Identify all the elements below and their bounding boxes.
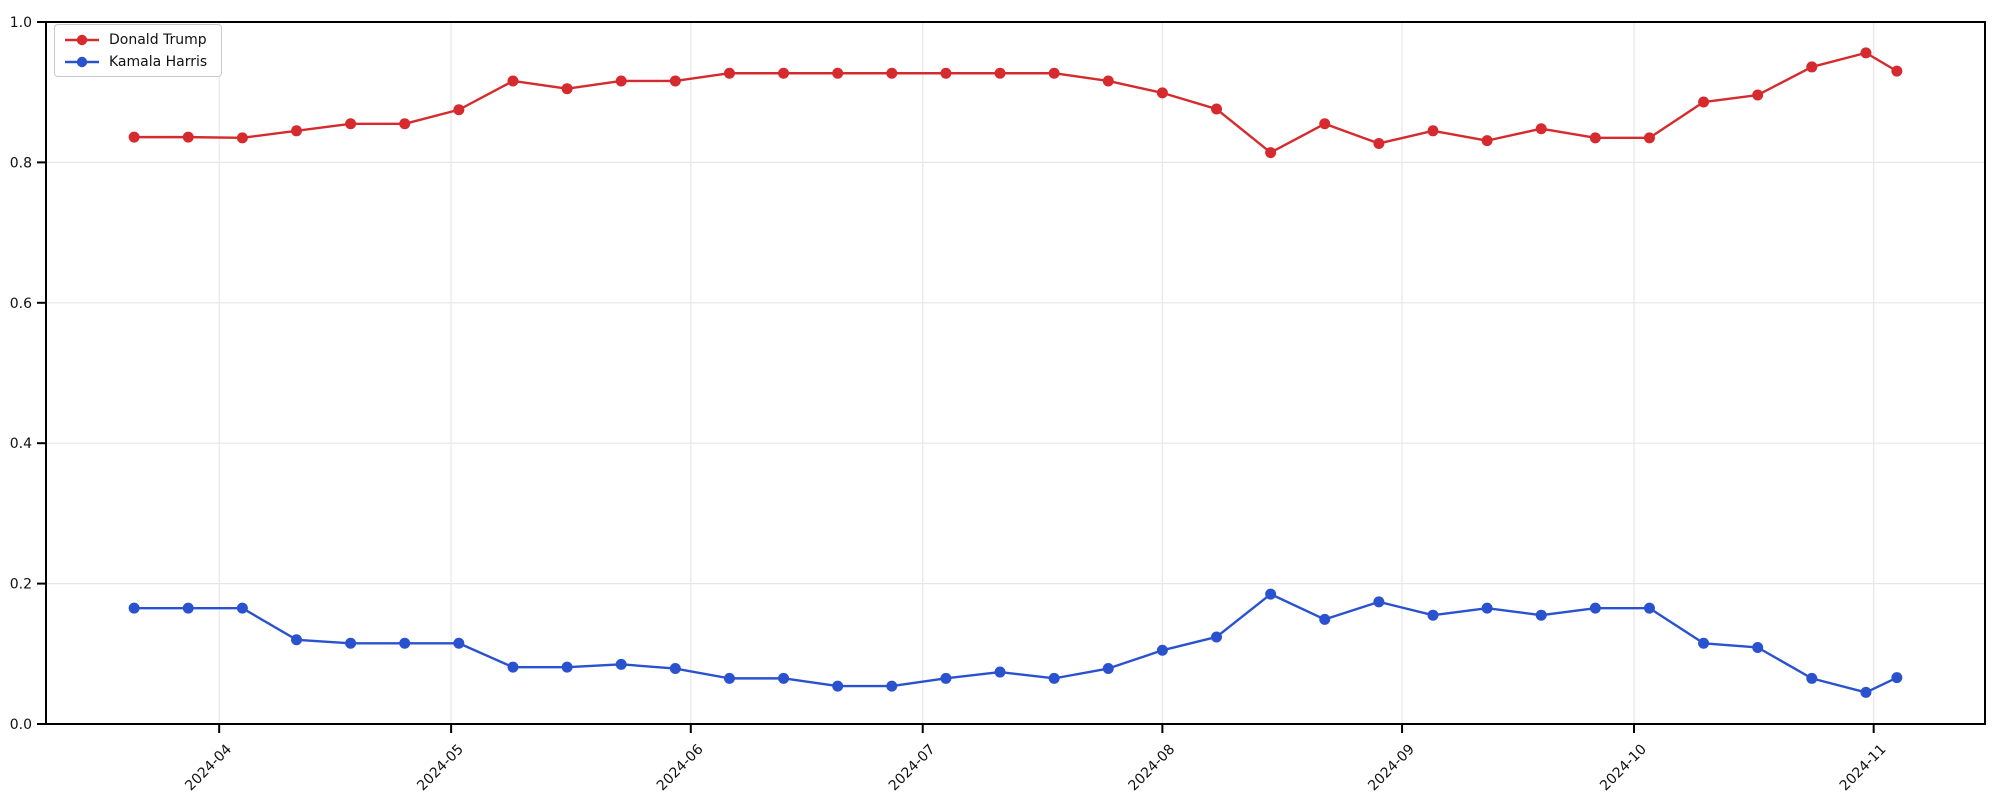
data-point <box>345 637 357 649</box>
data-point <box>940 67 952 79</box>
data-point <box>1698 637 1710 649</box>
legend-item-donald-trump: Donald Trump <box>64 30 207 49</box>
x-tick-label: 2024-04 <box>182 741 235 794</box>
data-point <box>453 104 465 116</box>
data-point <box>778 672 790 684</box>
data-point <box>832 680 844 692</box>
data-point <box>1211 631 1223 643</box>
data-point <box>1211 103 1223 115</box>
data-point <box>1319 613 1331 625</box>
data-point <box>182 602 194 614</box>
data-point <box>1156 87 1168 99</box>
data-point <box>345 118 357 130</box>
data-point <box>1156 644 1168 656</box>
data-point <box>1860 686 1872 698</box>
data-point <box>1427 609 1439 621</box>
data-point <box>669 663 681 675</box>
x-tick-label: 2024-05 <box>414 742 467 795</box>
data-point <box>1481 602 1493 614</box>
y-tick-label: 0.8 <box>10 155 32 171</box>
plot-border <box>45 21 1986 725</box>
gridlines <box>46 21 1985 725</box>
y-tick-label: 0.0 <box>10 717 32 733</box>
data-point <box>1806 61 1818 73</box>
data-point <box>236 602 248 614</box>
data-point <box>1589 132 1601 144</box>
data-point <box>723 672 735 684</box>
series-line <box>134 592 1898 694</box>
legend-label-kamala-harris: Kamala Harris <box>109 53 208 70</box>
data-point <box>778 67 790 79</box>
data-point <box>832 67 844 79</box>
x-axis: 2024-04 2024-05 2024-06 2024-07 2024-08 2024-… <box>182 724 1889 794</box>
data-point <box>399 637 411 649</box>
data-point <box>723 67 735 79</box>
data-point <box>1891 65 1903 77</box>
data-point <box>669 75 681 87</box>
data-point <box>1535 123 1547 135</box>
data-point <box>1589 602 1601 614</box>
x-tick-label: 2024-07 <box>886 742 939 795</box>
data-point <box>1319 118 1331 130</box>
y-axis: 0.0 0.2 0.4 0.6 0.8 1.0 <box>10 15 46 733</box>
data-point <box>1643 602 1655 614</box>
data-point <box>615 658 627 670</box>
data-point <box>1860 47 1872 59</box>
y-tick-label: 0.4 <box>10 436 32 452</box>
data-point <box>994 67 1006 79</box>
data-point <box>399 118 411 130</box>
data-point <box>128 602 140 614</box>
data-point <box>1265 588 1277 600</box>
y-tick-label: 1.0 <box>10 15 32 31</box>
legend: Donald Trump Kamala Harris <box>54 24 223 77</box>
data-point <box>236 132 248 144</box>
legend-item-kamala-harris: Kamala Harris <box>64 52 207 71</box>
data-point <box>994 666 1006 678</box>
data-point <box>561 83 573 95</box>
data-point <box>1752 89 1764 101</box>
y-tick-label: 0.6 <box>10 296 32 312</box>
data-point <box>128 131 140 143</box>
data-point <box>1048 672 1060 684</box>
series-kamala-harris <box>128 588 1903 698</box>
data-point <box>1535 609 1547 621</box>
data-point <box>507 75 519 87</box>
series-donald-trump <box>128 47 1903 159</box>
data-point <box>182 131 194 143</box>
data-point <box>1102 663 1114 675</box>
data-point <box>453 637 465 649</box>
x-tick-label: 2024-08 <box>1126 742 1179 795</box>
legend-line-marker-icon <box>65 34 99 45</box>
data-point <box>1048 67 1060 79</box>
data-point <box>1373 137 1385 149</box>
x-tick-label: 2024-10 <box>1597 742 1650 795</box>
data-point <box>1806 672 1818 684</box>
data-point <box>1427 125 1439 137</box>
data-point <box>1481 135 1493 147</box>
data-point <box>290 634 302 646</box>
data-point <box>886 67 898 79</box>
data-point <box>1698 96 1710 108</box>
data-point <box>1373 596 1385 608</box>
data-point <box>1891 672 1903 684</box>
data-point <box>1752 641 1764 653</box>
y-tick-label: 0.2 <box>10 577 32 593</box>
data-point <box>290 125 302 137</box>
series-line <box>134 51 1898 154</box>
data-point <box>561 661 573 673</box>
x-tick-label: 2024-06 <box>654 741 707 794</box>
data-point <box>1102 75 1114 87</box>
x-tick-label: 2024-09 <box>1365 742 1418 795</box>
data-point <box>940 672 952 684</box>
legend-line-marker-icon <box>65 56 99 67</box>
data-point <box>1265 147 1277 159</box>
x-tick-label: 2024-11 <box>1837 742 1890 795</box>
legend-label-donald-trump: Donald Trump <box>109 31 207 48</box>
data-point <box>615 75 627 87</box>
data-point <box>886 680 898 692</box>
data-point <box>1643 132 1655 144</box>
data-point <box>507 661 519 673</box>
